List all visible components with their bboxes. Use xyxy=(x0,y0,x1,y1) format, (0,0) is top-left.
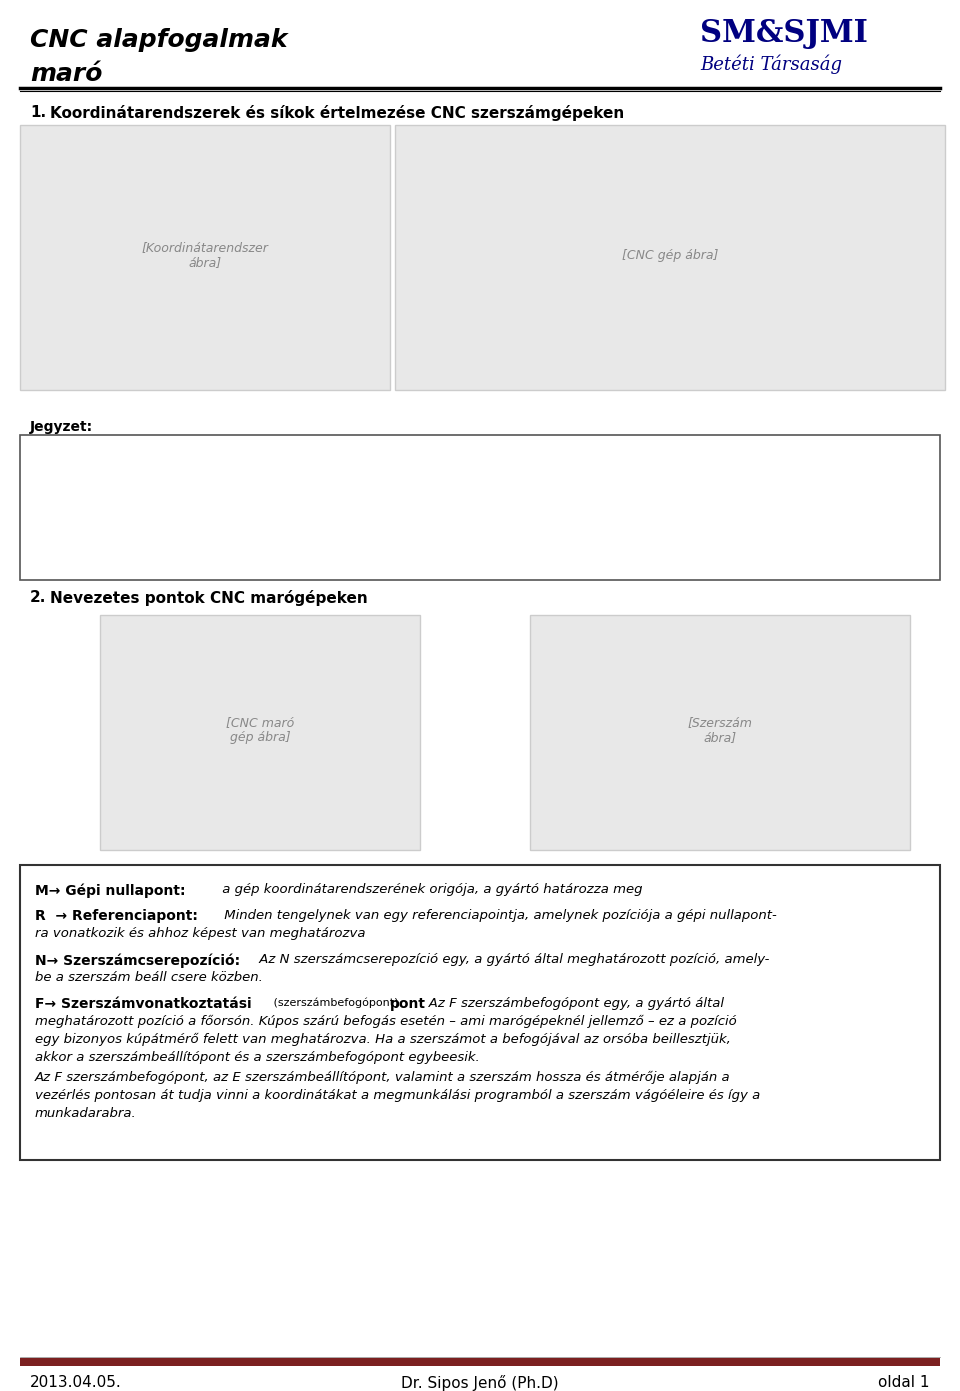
Text: akkor a szerszámbeállítópont és a szerszámbefogópont egybeesik.: akkor a szerszámbeállítópont és a szersz… xyxy=(35,1052,480,1064)
Text: Minden tengelynek van egy referenciapointja, amelynek pozíciója a gépi nullapont: Minden tengelynek van egy referenciapoin… xyxy=(220,908,777,922)
Bar xyxy=(530,615,910,850)
Bar xyxy=(20,125,390,389)
Bar xyxy=(395,125,945,389)
Bar xyxy=(100,615,420,850)
Text: be a szerszám beáll csere közben.: be a szerszám beáll csere közben. xyxy=(35,971,263,983)
Text: 2013.04.05.: 2013.04.05. xyxy=(30,1374,122,1390)
Text: Az F szerszámbefogópont, az E szerszámbeállítópont, valamint a szerszám hossza é: Az F szerszámbefogópont, az E szerszámbe… xyxy=(35,1071,731,1084)
Text: munkadarabra.: munkadarabra. xyxy=(35,1107,136,1120)
Text: Az N szerszámcserepozíció egy, a gyártó által meghatározott pozíció, amely-: Az N szerszámcserepozíció egy, a gyártó … xyxy=(255,953,769,965)
Bar xyxy=(20,865,940,1160)
Text: 2.: 2. xyxy=(30,590,46,605)
Text: (szerszámbefogópont): (szerszámbefogópont) xyxy=(270,997,402,1007)
Text: R  → Referenciapont:: R → Referenciapont: xyxy=(35,908,198,924)
Text: [CNC gép ábra]: [CNC gép ábra] xyxy=(622,249,718,262)
Text: [Szerszám
ábra]: [Szerszám ábra] xyxy=(687,716,753,744)
Text: a gép koordinátarendszerének origója, a gyártó határozza meg: a gép koordinátarendszerének origója, a … xyxy=(218,883,642,896)
Text: oldal 1: oldal 1 xyxy=(878,1374,930,1390)
Text: [CNC maró
gép ábra]: [CNC maró gép ábra] xyxy=(226,716,294,744)
Text: [Koordinátarendszer
ábra]: [Koordinátarendszer ábra] xyxy=(141,241,269,268)
Text: Nevezetes pontok CNC marógépeken: Nevezetes pontok CNC marógépeken xyxy=(50,590,368,606)
Text: M→ Gépi nullapont:: M→ Gépi nullapont: xyxy=(35,883,185,897)
Text: vezérlés pontosan át tudja vinni a koordinátákat a megmunkálási programból a sze: vezérlés pontosan át tudja vinni a koord… xyxy=(35,1089,760,1102)
Bar xyxy=(20,1358,940,1366)
Text: 1.: 1. xyxy=(30,104,46,120)
Text: F→ Szerszámvonatkoztatási: F→ Szerszámvonatkoztatási xyxy=(35,997,252,1011)
Text: SM&SJMI: SM&SJMI xyxy=(700,18,868,49)
Text: Betéti Társaság: Betéti Társaság xyxy=(700,56,842,75)
Text: maró: maró xyxy=(30,63,103,86)
Text: ra vonatkozik és ahhoz képest van meghatározva: ra vonatkozik és ahhoz képest van meghat… xyxy=(35,926,366,940)
Text: CNC alapfogalmak: CNC alapfogalmak xyxy=(30,28,287,51)
Text: Koordinátarendszerek és síkok értelmezése CNC szerszámgépeken: Koordinátarendszerek és síkok értelmezés… xyxy=(50,104,624,121)
Text: meghatározott pozíció a főorsón. Kúpos szárú befogás esetén – ami marógépeknél j: meghatározott pozíció a főorsón. Kúpos s… xyxy=(35,1015,736,1028)
Text: Jegyzet:: Jegyzet: xyxy=(30,420,93,434)
Text: egy bizonyos kúpátmérő felett van meghatározva. Ha a szerszámot a befogójával az: egy bizonyos kúpátmérő felett van meghat… xyxy=(35,1034,731,1046)
Text: N→ Szerszámcserepozíció:: N→ Szerszámcserepozíció: xyxy=(35,953,240,968)
Bar xyxy=(20,435,940,580)
Text: pont: pont xyxy=(390,997,426,1011)
Text: Dr. Sipos Jenő (Ph.D): Dr. Sipos Jenő (Ph.D) xyxy=(401,1374,559,1391)
Text: : Az F szerszámbefogópont egy, a gyártó által: : Az F szerszámbefogópont egy, a gyártó … xyxy=(420,997,724,1010)
